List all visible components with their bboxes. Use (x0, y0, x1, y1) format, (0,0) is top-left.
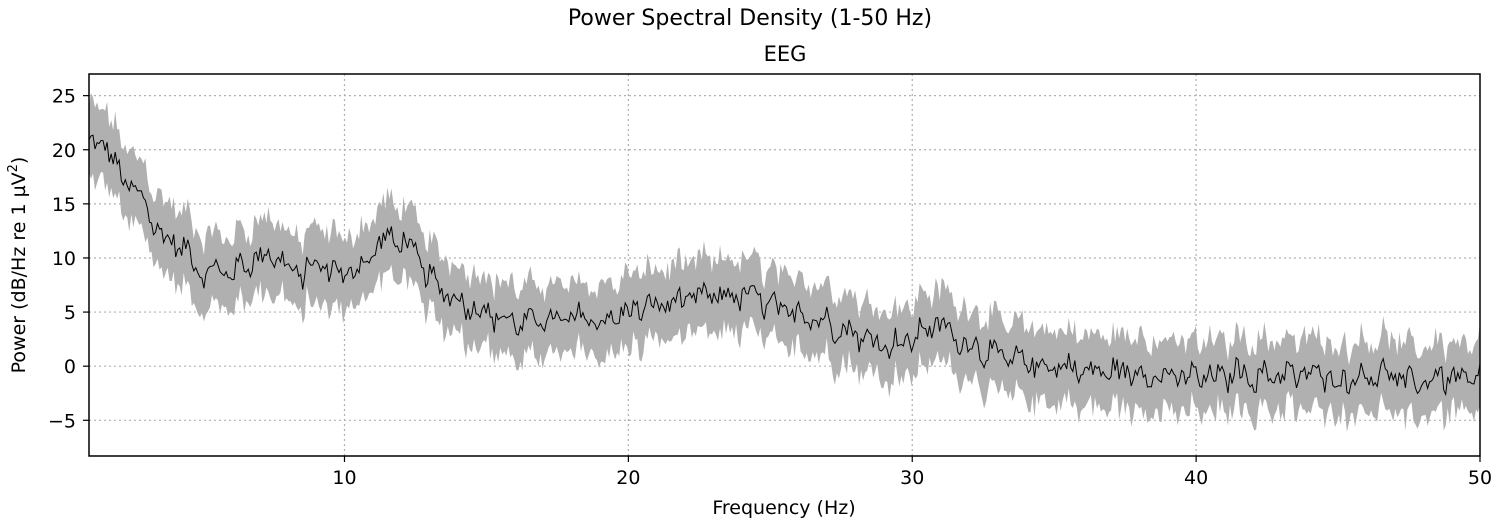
confidence-band-layer (89, 93, 1480, 432)
y-tick-label: 5 (64, 302, 76, 324)
y-tick-label: 10 (52, 248, 76, 270)
axes-title: EEG (764, 42, 807, 66)
psd-mean-line (88, 134, 1481, 397)
y-tick-label: 15 (52, 194, 76, 216)
y-tick-label: 0 (64, 356, 76, 378)
y-tick-label: 20 (52, 140, 76, 162)
psd-line-layer (88, 134, 1481, 397)
x-tick-label: 20 (616, 467, 640, 489)
y-axis-label-main: Power (dB/Hz re 1 µV (8, 172, 30, 373)
x-axis-ticks: 10 20 30 40 50 (332, 456, 1492, 489)
y-axis-label-end: ) (8, 157, 30, 164)
y-axis-label: Power (dB/Hz re 1 µV2) (6, 157, 30, 374)
x-tick-label: 10 (332, 467, 356, 489)
figure-suptitle: Power Spectral Density (1-50 Hz) (568, 6, 932, 31)
plot-frame (88, 73, 1481, 457)
x-tick-label: 30 (900, 467, 924, 489)
x-tick-label: 50 (1468, 467, 1492, 489)
confidence-band (89, 93, 1480, 432)
y-axis-label-superscript: 2 (6, 164, 21, 172)
y-tick-label: 25 (52, 86, 76, 108)
y-axis-ticks: −5 0 5 10 15 20 25 (48, 86, 89, 432)
x-tick-label: 40 (1184, 467, 1208, 489)
y-tick-label: −5 (48, 410, 76, 432)
x-axis-label: Frequency (Hz) (712, 497, 855, 519)
